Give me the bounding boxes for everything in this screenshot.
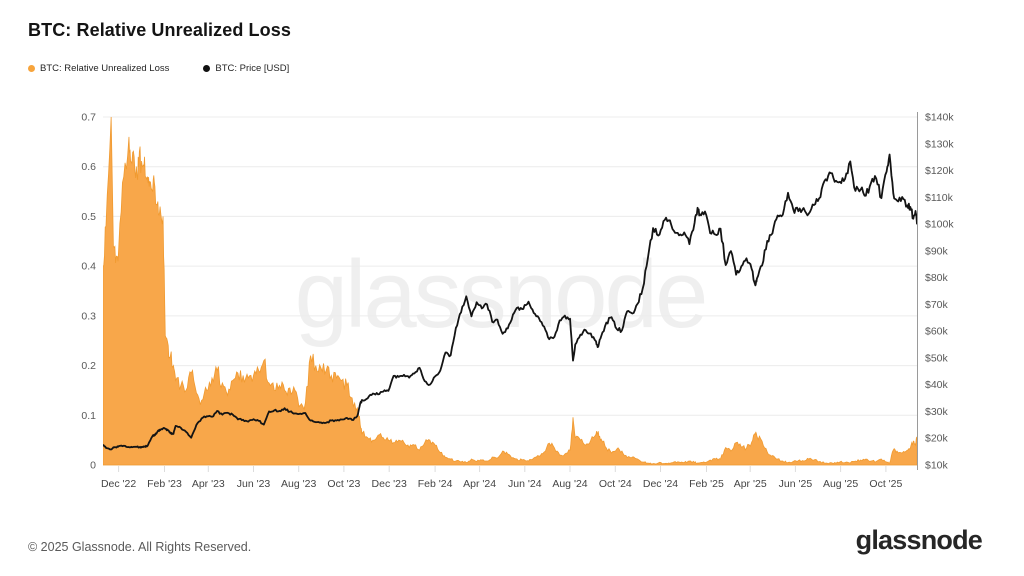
- glassnode-logo: glassnode: [855, 525, 983, 555]
- x-axis-month-label: Jun '24: [508, 478, 542, 490]
- left-axis-tick-label: 0.5: [81, 211, 96, 223]
- legend-item-rul-label: BTC: Relative Unrealized Loss: [40, 63, 170, 74]
- right-axis-tick-label: $120k: [925, 165, 954, 177]
- legend-item-rul[interactable]: BTC: Relative Unrealized Loss: [28, 63, 169, 74]
- x-axis-month-label: Jun '23: [237, 478, 271, 490]
- right-axis-tick-label: $20k: [925, 433, 949, 445]
- x-axis-month-label: Feb '23: [147, 478, 182, 490]
- x-axis-month-label: Oct '23: [327, 478, 360, 490]
- right-axis-tick-label: $90k: [925, 245, 949, 257]
- left-axis-tick-label: 0.1: [81, 410, 96, 422]
- x-axis-month-label: Apr '23: [192, 478, 225, 490]
- right-axis-tick-label: $80k: [925, 272, 949, 284]
- x-axis-month-label: Aug '25: [823, 478, 858, 490]
- legend-item-price[interactable]: BTC: Price [USD]: [203, 63, 289, 74]
- right-axis-tick-label: $130k: [925, 138, 954, 150]
- right-axis-tick-label: $30k: [925, 406, 949, 418]
- x-axis-month-label: Apr '25: [734, 478, 767, 490]
- x-axis-month-label: Apr '24: [463, 478, 496, 490]
- right-axis-tick-label: $140k: [925, 112, 954, 124]
- right-axis-tick-label: $70k: [925, 299, 949, 311]
- right-axis-tick-label: $40k: [925, 379, 949, 391]
- x-axis-month-label: Oct '24: [599, 478, 632, 490]
- rul-series-dot-icon: [28, 65, 35, 72]
- left-axis-tick-label: 0: [90, 460, 96, 472]
- x-axis-month-label: Oct '25: [869, 478, 902, 490]
- page-title: BTC: Relative Unrealized Loss: [28, 20, 291, 40]
- left-axis-tick-label: 0.4: [81, 261, 96, 273]
- copyright-text: © 2025 Glassnode. All Rights Reserved.: [28, 540, 252, 554]
- x-axis-month-label: Dec '24: [643, 478, 678, 490]
- right-axis-tick-label: $100k: [925, 219, 954, 231]
- left-axis-tick-label: 0.6: [81, 161, 96, 173]
- x-axis-month-label: Feb '25: [689, 478, 724, 490]
- price-series-dot-icon: [203, 65, 211, 72]
- price-line-series: [103, 153, 917, 451]
- chart-legend: BTC: Relative Unrealized Loss BTC: Price…: [28, 63, 289, 74]
- right-axis-tick-label: $10k: [925, 460, 949, 472]
- right-axis-tick-label: $110k: [925, 192, 954, 204]
- x-axis-month-label: Jun '25: [779, 478, 813, 490]
- left-axis-tick-label: 0.3: [81, 310, 96, 322]
- x-axis-month-label: Dec '23: [372, 478, 407, 490]
- x-axis-month-label: Dec '22: [101, 478, 136, 490]
- x-axis-month-label: Aug '24: [552, 478, 587, 490]
- x-axis-month-label: Feb '24: [418, 478, 453, 490]
- right-axis-tick-label: $50k: [925, 352, 949, 364]
- right-axis-tick-label: $60k: [925, 326, 949, 338]
- left-axis-tick-label: 0.2: [81, 360, 96, 372]
- legend-item-price-label: BTC: Price [USD]: [215, 63, 290, 74]
- left-axis-tick-label: 0.7: [81, 112, 96, 124]
- x-axis-month-label: Aug '23: [281, 478, 316, 490]
